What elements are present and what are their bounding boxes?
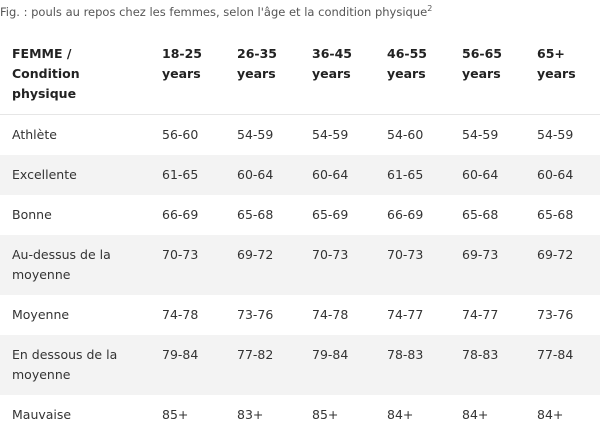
row-label: Moyenne xyxy=(0,295,150,335)
row-label: Mauvaise xyxy=(0,395,150,435)
row-label: Athlète xyxy=(0,115,150,156)
cell: 85+ xyxy=(300,395,375,435)
cell: 85+ xyxy=(150,395,225,435)
cell: 65-68 xyxy=(525,195,600,235)
cell: 70-73 xyxy=(150,235,225,295)
footnote-ref: 2 xyxy=(427,4,432,13)
caption-text: Fig. : pouls au repos chez les femmes, s… xyxy=(0,5,427,19)
header-cell: 26-35 years xyxy=(225,34,300,115)
cell: 54-60 xyxy=(375,115,450,156)
header-cell: 65+ years xyxy=(525,34,600,115)
cell: 77-84 xyxy=(525,335,600,395)
cell: 78-83 xyxy=(450,335,525,395)
cell: 70-73 xyxy=(300,235,375,295)
cell: 65-69 xyxy=(300,195,375,235)
cell: 69-72 xyxy=(525,235,600,295)
cell: 54-59 xyxy=(225,115,300,156)
caption: Fig. : pouls au repos chez les femmes, s… xyxy=(0,0,600,34)
cell: 74-78 xyxy=(150,295,225,335)
row-label: Bonne xyxy=(0,195,150,235)
row-label: Excellente xyxy=(0,155,150,195)
cell: 79-84 xyxy=(300,335,375,395)
cell: 60-64 xyxy=(450,155,525,195)
cell: 84+ xyxy=(450,395,525,435)
cell: 61-65 xyxy=(375,155,450,195)
cell: 69-73 xyxy=(450,235,525,295)
cell: 54-59 xyxy=(300,115,375,156)
cell: 60-64 xyxy=(225,155,300,195)
cell: 74-78 xyxy=(300,295,375,335)
cell: 65-68 xyxy=(450,195,525,235)
cell: 73-76 xyxy=(225,295,300,335)
header-cell: FEMME / Condition physique xyxy=(0,34,150,115)
header-cell: 18-25 years xyxy=(150,34,225,115)
cell: 74-77 xyxy=(450,295,525,335)
header-cell: 46-55 years xyxy=(375,34,450,115)
cell: 61-65 xyxy=(150,155,225,195)
cell: 54-59 xyxy=(525,115,600,156)
cell: 74-77 xyxy=(375,295,450,335)
cell: 66-69 xyxy=(375,195,450,235)
cell: 77-82 xyxy=(225,335,300,395)
cell: 60-64 xyxy=(300,155,375,195)
cell: 69-72 xyxy=(225,235,300,295)
cell: 78-83 xyxy=(375,335,450,395)
row-label: En dessous de la moyenne xyxy=(0,335,150,395)
cell: 60-64 xyxy=(525,155,600,195)
cell: 54-59 xyxy=(450,115,525,156)
cell: 84+ xyxy=(375,395,450,435)
cell: 73-76 xyxy=(525,295,600,335)
cell: 79-84 xyxy=(150,335,225,395)
cell: 56-60 xyxy=(150,115,225,156)
row-label: Au-dessus de la moyenne xyxy=(0,235,150,295)
cell: 66-69 xyxy=(150,195,225,235)
header-cell: 36-45 years xyxy=(300,34,375,115)
cell: 70-73 xyxy=(375,235,450,295)
page: Fig. : pouls au repos chez les femmes, s… xyxy=(0,0,600,417)
cell: 84+ xyxy=(525,395,600,435)
header-cell: 56-65 years xyxy=(450,34,525,115)
cell: 65-68 xyxy=(225,195,300,235)
cell: 83+ xyxy=(225,395,300,435)
